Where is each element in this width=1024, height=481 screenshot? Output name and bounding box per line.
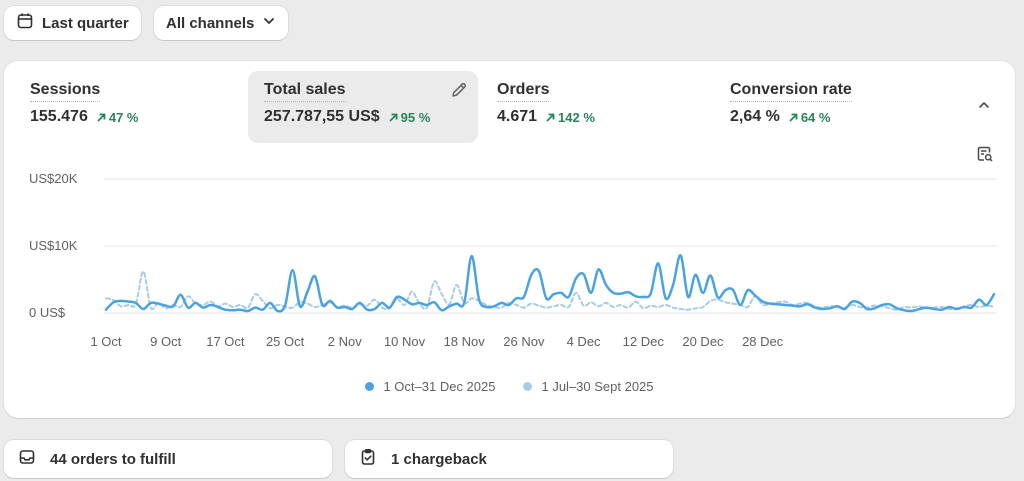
metric-label: Orders	[497, 81, 550, 102]
x-tick-label: 12 Dec	[623, 334, 665, 349]
metric-delta-value: 142 %	[558, 109, 595, 125]
date-range-button[interactable]: Last quarter	[4, 6, 141, 40]
sales-chart: US$20K US$10K 0 US$ 1 Oct 9 Oct 17 Oct 25 Oct 2…	[29, 171, 996, 349]
metric-delta: 47 %	[96, 109, 139, 125]
legend-dot-previous	[523, 382, 533, 391]
clipboard-check-icon	[359, 448, 377, 470]
orders-to-fulfill-label: 44 orders to fulfill	[50, 450, 176, 468]
x-tick-label: 2 Nov	[328, 334, 362, 349]
arrow-up-right-icon	[97, 113, 106, 122]
x-tick-label: 28 Dec	[742, 334, 784, 349]
x-tick-label: 4 Dec	[567, 334, 601, 349]
channel-select[interactable]: All channels	[154, 6, 289, 40]
y-tick-label: US$10K	[29, 238, 78, 253]
explore-report-icon[interactable]	[976, 145, 994, 168]
x-tick-label: 20 Dec	[682, 334, 724, 349]
x-tick-label: 25 Oct	[266, 334, 305, 349]
legend-label-previous: 1 Jul–30 Sept 2025	[541, 379, 654, 394]
metric-total-sales[interactable]: Total sales 257.787,55 US$ 95 %	[248, 71, 478, 143]
orders-to-fulfill-card[interactable]: 44 orders to fulfill	[4, 440, 332, 478]
chart-legend: 1 Oct–31 Dec 2025 1 Jul–30 Sept 2025	[4, 379, 1015, 394]
chevron-up-icon[interactable]	[976, 97, 992, 118]
metric-conversion-rate[interactable]: Conversion rate 2,64 % 64 %	[714, 71, 944, 143]
chargeback-card[interactable]: 1 chargeback	[345, 440, 673, 478]
analytics-card: Sessions 155.476 47 % Total sales 257.78…	[4, 61, 1015, 418]
x-tick-label: 26 Nov	[503, 334, 545, 349]
legend-item-previous[interactable]: 1 Jul–30 Sept 2025	[523, 379, 654, 394]
series-line-current	[104, 254, 996, 313]
metric-label: Sessions	[30, 81, 101, 102]
x-tick-label: 18 Nov	[444, 334, 486, 349]
metric-delta: 142 %	[545, 110, 595, 125]
metric-delta-value: 95 %	[400, 109, 431, 125]
metric-label: Conversion rate	[730, 81, 852, 102]
metric-value: 4.671	[497, 108, 538, 125]
arrow-up-right-icon	[389, 113, 398, 122]
metric-value: 155.476	[30, 108, 88, 125]
metric-delta-value: 64 %	[800, 109, 831, 125]
metric-delta-value: 47 %	[108, 109, 139, 125]
date-range-label: Last quarter	[42, 14, 129, 32]
metric-value: 257.787,55 US$	[264, 108, 380, 125]
chevron-down-icon	[262, 14, 276, 32]
x-tick-label: 9 Oct	[150, 334, 181, 349]
y-tick-label: 0 US$	[29, 305, 66, 320]
channel-label: All channels	[166, 14, 255, 32]
x-tick-label: 1 Oct	[90, 334, 121, 349]
metric-delta: 64 %	[788, 109, 831, 125]
metric-value: 2,64 %	[730, 108, 780, 125]
x-tick-label: 10 Nov	[384, 334, 426, 349]
metric-orders[interactable]: Orders 4.671 142 %	[481, 71, 711, 143]
arrow-up-right-icon	[789, 113, 798, 122]
y-tick-label: US$20K	[29, 171, 78, 186]
metric-sessions[interactable]: Sessions 155.476 47 %	[14, 71, 244, 143]
metric-delta: 95 %	[388, 109, 431, 125]
legend-item-current[interactable]: 1 Oct–31 Dec 2025	[365, 379, 495, 394]
chargeback-label: 1 chargeback	[391, 450, 487, 468]
pencil-icon[interactable]	[450, 81, 468, 104]
arrow-up-right-icon	[546, 113, 555, 122]
legend-dot-current	[365, 382, 375, 391]
x-tick-label: 17 Oct	[206, 334, 245, 349]
calendar-icon	[16, 12, 34, 34]
inbox-icon	[18, 448, 36, 470]
legend-label-current: 1 Oct–31 Dec 2025	[383, 379, 496, 394]
metric-label: Total sales	[264, 81, 346, 102]
